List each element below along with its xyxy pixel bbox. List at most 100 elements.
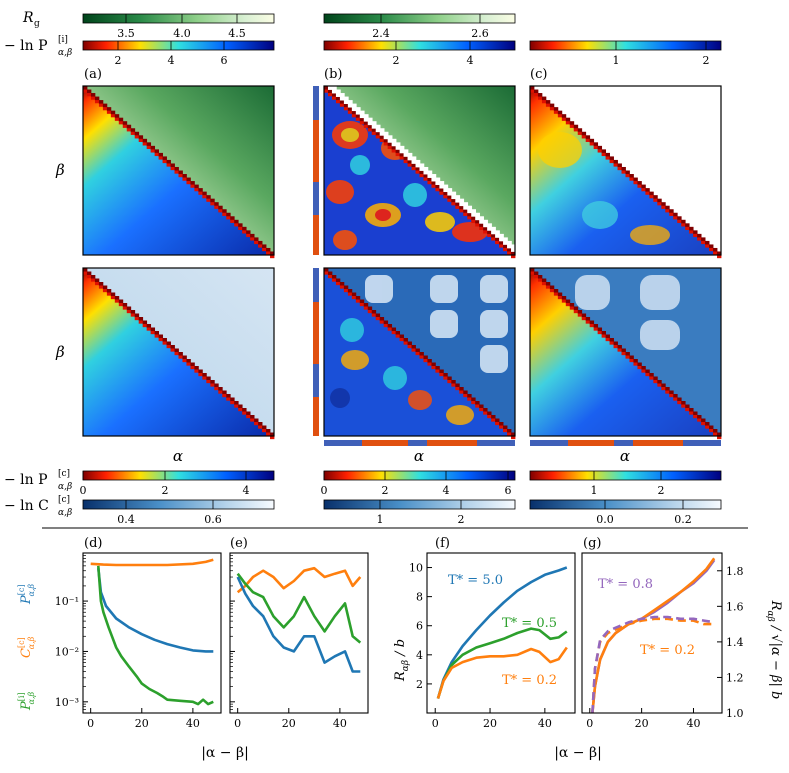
diagonal-cell <box>447 198 452 202</box>
pi-colorbar-sub: α,β <box>58 48 72 58</box>
y-tick-label: 10⁻³ <box>55 696 79 709</box>
diagonal-cell <box>94 100 100 104</box>
diagonal-cell <box>495 418 500 423</box>
diagonal-cell <box>585 320 591 324</box>
x-tick-label: 0 <box>586 717 593 730</box>
diagonal-cell <box>533 89 539 94</box>
diagonal-cell <box>463 394 468 398</box>
series-line-c-c- <box>236 566 362 594</box>
diagonal-cell <box>214 383 219 388</box>
diagonal-cell <box>258 425 263 429</box>
series-line-t-0-8-dashed <box>591 615 715 713</box>
diagonal-cell <box>254 422 259 426</box>
diagonal-cell <box>537 275 543 279</box>
diagonal-cell <box>399 156 404 160</box>
y-tick-label: 1.4 <box>726 636 744 649</box>
diagonal-cell <box>246 415 251 419</box>
diagonal-cell <box>483 230 488 234</box>
diagonal-cell <box>266 432 271 436</box>
diagonal-cell <box>335 282 341 286</box>
diagonal-cell <box>665 209 670 213</box>
diagonal-cell <box>455 387 460 391</box>
diagonal-cell <box>186 362 191 366</box>
diagonal-cell <box>605 156 610 160</box>
tick-label: 4 <box>243 484 250 497</box>
diagonal-cell <box>697 233 702 238</box>
diagonal-cell <box>459 205 464 210</box>
diagonal-cell <box>471 219 476 223</box>
diagonal-cell <box>142 142 148 146</box>
diagonal-cell <box>533 93 539 97</box>
diagonal-cell <box>150 145 156 150</box>
colorbar-a-pc <box>82 470 275 481</box>
diagonal-cell <box>355 299 361 303</box>
diagonal-cell <box>569 306 575 310</box>
diagonal-cell <box>577 310 583 314</box>
diagonal-cell <box>609 156 614 161</box>
diagonal-cell <box>419 170 424 175</box>
diagonal-cell <box>423 355 428 360</box>
diagonal-cell <box>371 310 377 314</box>
diagonal-cell <box>335 100 341 104</box>
diagonal-cell <box>443 376 448 380</box>
colorbar-b-pi <box>323 40 516 51</box>
diagonal-cell <box>507 429 512 433</box>
diagonal-cell <box>697 418 702 422</box>
diagonal-cell <box>459 202 469 207</box>
diagonal-cell <box>379 317 385 321</box>
diagonal-cell <box>621 166 626 171</box>
diagonal-cell <box>451 198 456 203</box>
diagonal-cell <box>194 184 199 189</box>
diagonal-cell <box>479 404 484 409</box>
diagonal-cell <box>669 212 674 216</box>
diagonal-cell <box>455 202 460 207</box>
diagonal-cell <box>455 205 460 209</box>
diagonal-cell <box>190 184 195 188</box>
diagonal-cell <box>435 366 440 370</box>
diagonal-cell <box>573 306 579 311</box>
diagonal-cell <box>363 124 369 128</box>
diagonal-cell <box>581 317 587 321</box>
tick-label: 1 <box>613 54 620 67</box>
series-line-c-c- <box>90 558 214 567</box>
diagonal-cell <box>511 251 516 256</box>
diagonal-cell <box>649 195 654 199</box>
diagonal-cell <box>593 145 599 150</box>
diagonal-cell <box>331 89 341 94</box>
tick-label: 0.0 <box>596 513 614 526</box>
diagonal-cell <box>238 223 243 228</box>
diagonal-cell <box>162 338 167 342</box>
diagonal-cell <box>355 110 365 115</box>
tick-label: 2 <box>115 54 122 67</box>
diagonal-cell <box>451 383 456 387</box>
diagonal-cell <box>363 303 369 307</box>
chart-e: 0 20 40 <box>229 552 369 730</box>
diagonal-cell <box>467 394 472 398</box>
tick-label: 2 <box>458 513 465 526</box>
tick-label: 2 <box>382 484 389 497</box>
y-tick-label: 8 <box>416 591 423 604</box>
diagonal-cell <box>565 303 571 307</box>
diagonal-cell <box>230 401 235 405</box>
beta-label-top: β <box>55 161 65 179</box>
diagonal-cell <box>565 299 571 304</box>
diagonal-cell <box>174 166 179 171</box>
tick-label: 6 <box>221 54 228 67</box>
diagonal-cell <box>573 310 579 314</box>
diagonal-cell <box>701 237 706 242</box>
diagonal-cell <box>625 352 630 356</box>
diagonal-cell <box>471 401 476 405</box>
tick-label: 4 <box>443 484 450 497</box>
cc-colorbar-label: − ln C <box>4 498 49 514</box>
y-tick-label: 2 <box>416 678 423 691</box>
diagonal-cell <box>645 373 650 377</box>
diagonal-cell <box>242 226 247 231</box>
diagonal-cell <box>483 411 488 415</box>
diagonal-cell <box>146 142 152 147</box>
diagonal-cell <box>158 156 163 160</box>
diagonal-cell <box>242 230 247 234</box>
diagonal-cell <box>399 149 409 154</box>
diagonal-cell <box>363 306 369 310</box>
tick-label: 4.0 <box>173 27 191 40</box>
tick-label: 4 <box>467 54 474 67</box>
